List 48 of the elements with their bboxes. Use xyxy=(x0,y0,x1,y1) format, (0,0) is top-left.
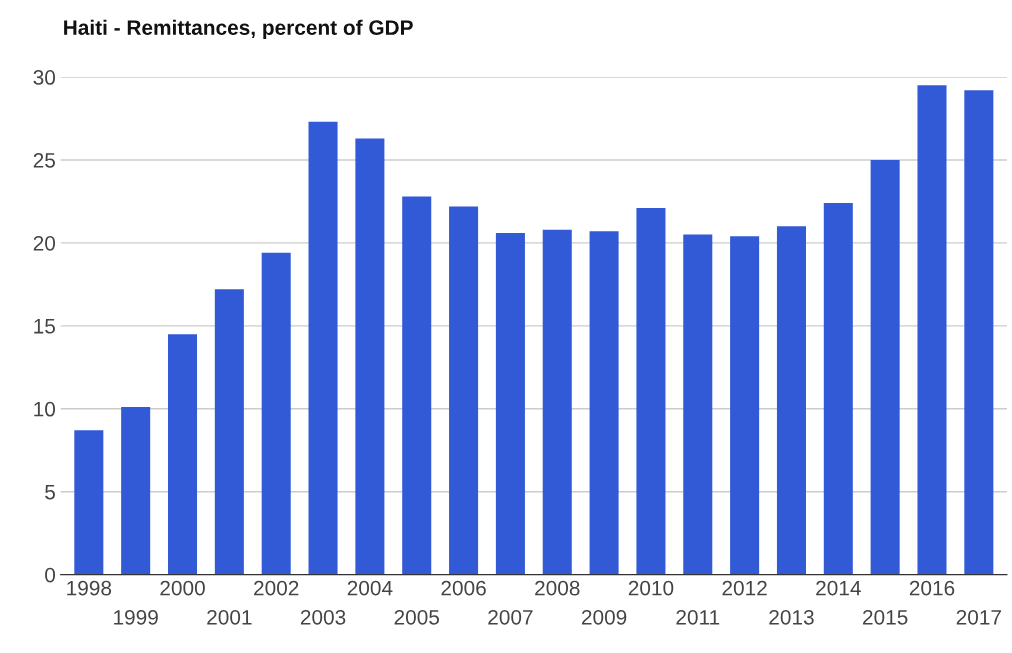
x-tick-label: 2007 xyxy=(488,609,533,625)
x-tick-label: 2009 xyxy=(581,609,627,625)
x-tick-label: 2014 xyxy=(816,580,861,596)
bar xyxy=(167,334,198,575)
bar xyxy=(542,229,572,575)
y-tick-label: 30 xyxy=(33,70,56,85)
x-tick-label: 2003 xyxy=(300,609,346,625)
y-tick-label: 5 xyxy=(45,484,55,500)
x-tick-label: 2012 xyxy=(722,580,767,596)
bar xyxy=(917,85,947,575)
y-tick-label: 20 xyxy=(33,235,56,251)
x-tick-label: 2004 xyxy=(347,580,393,596)
bar xyxy=(683,234,713,575)
x-tick-label: 2005 xyxy=(394,609,440,625)
y-tick-label: 10 xyxy=(34,401,56,417)
bar xyxy=(261,252,291,575)
x-tick-label: 2011 xyxy=(676,609,720,625)
bar xyxy=(964,90,994,575)
bar xyxy=(214,289,244,575)
bar xyxy=(121,407,151,575)
bar xyxy=(636,208,666,575)
x-tick-label: 2006 xyxy=(441,580,486,596)
x-tick-label: 2008 xyxy=(535,580,580,596)
bar xyxy=(589,231,619,575)
bar xyxy=(449,206,479,575)
x-tick-label: 2015 xyxy=(863,609,908,625)
x-tick-label: 2017 xyxy=(956,609,1001,625)
x-tick-label: 2002 xyxy=(254,580,299,596)
x-tick-label: 1999 xyxy=(114,609,158,625)
x-tick-label: 2016 xyxy=(909,580,955,596)
bar xyxy=(730,236,760,575)
bar xyxy=(776,226,806,575)
x-tick-label: 2013 xyxy=(769,609,814,625)
bar xyxy=(402,196,432,575)
x-tick-label: 2010 xyxy=(628,580,674,596)
y-tick-label: 25 xyxy=(33,152,55,168)
chart-title: Haiti - Remittances, percent of GDP xyxy=(64,19,413,40)
bar xyxy=(308,121,338,575)
x-tick-label: 2000 xyxy=(160,580,205,596)
bar xyxy=(355,138,385,575)
y-tick-label: 0 xyxy=(45,567,56,583)
x-tick-label: 2001 xyxy=(207,609,252,625)
x-tick-label: 1998 xyxy=(67,580,112,596)
bar xyxy=(870,159,900,575)
y-tick-label: 15 xyxy=(34,319,55,334)
bar xyxy=(823,203,853,575)
bar xyxy=(74,430,104,575)
bar xyxy=(495,232,525,575)
